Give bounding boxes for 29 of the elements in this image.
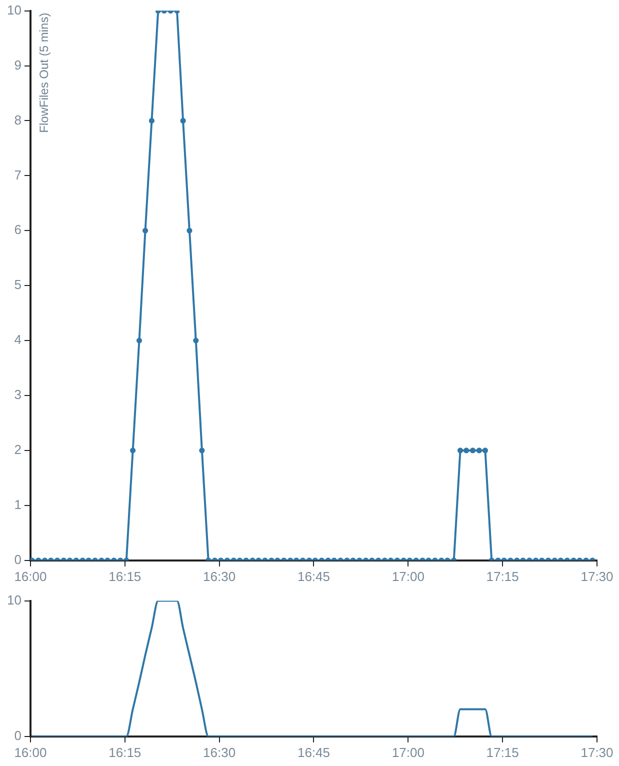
y-tick-label: 2 <box>14 442 22 458</box>
x-tick-label: 17:15 <box>486 568 519 584</box>
x-tick-label: 17:00 <box>392 744 424 760</box>
x-tick-label: 17:15 <box>486 744 519 760</box>
y-tick-label: 10 <box>6 2 22 18</box>
y-tick-label: 4 <box>14 332 22 348</box>
x-tick-label: 16:00 <box>14 744 47 760</box>
x-tick-label: 16:45 <box>297 744 330 760</box>
y-tick-label: 9 <box>14 57 22 72</box>
x-tick-label: 16:30 <box>203 568 236 584</box>
y-tick-label: 10 <box>6 592 22 608</box>
y-axis-title: FlowFiles Out (5 mins) <box>36 12 51 133</box>
y-tick-label: 1 <box>14 497 22 512</box>
x-tick-label: 16:00 <box>14 568 47 584</box>
x-tick-label: 17:00 <box>392 568 424 584</box>
y-tick-label: 3 <box>14 387 22 402</box>
x-tick-label: 16:45 <box>297 568 330 584</box>
line-series <box>30 600 594 736</box>
y-tick-label: 0 <box>14 728 22 743</box>
y-tick-label: 0 <box>14 552 22 567</box>
x-tick-label: 16:15 <box>108 744 142 760</box>
x-tick-label: 16:15 <box>108 568 142 584</box>
y-tick-label: 5 <box>14 277 22 292</box>
x-tick-label: 16:30 <box>203 744 236 760</box>
x-tick-label: 17:30 <box>580 568 614 584</box>
x-tick-label: 17:30 <box>580 744 614 760</box>
y-tick-label: 6 <box>14 222 22 238</box>
y-tick-label: 8 <box>14 112 22 128</box>
y-tick-label: 7 <box>14 167 22 182</box>
